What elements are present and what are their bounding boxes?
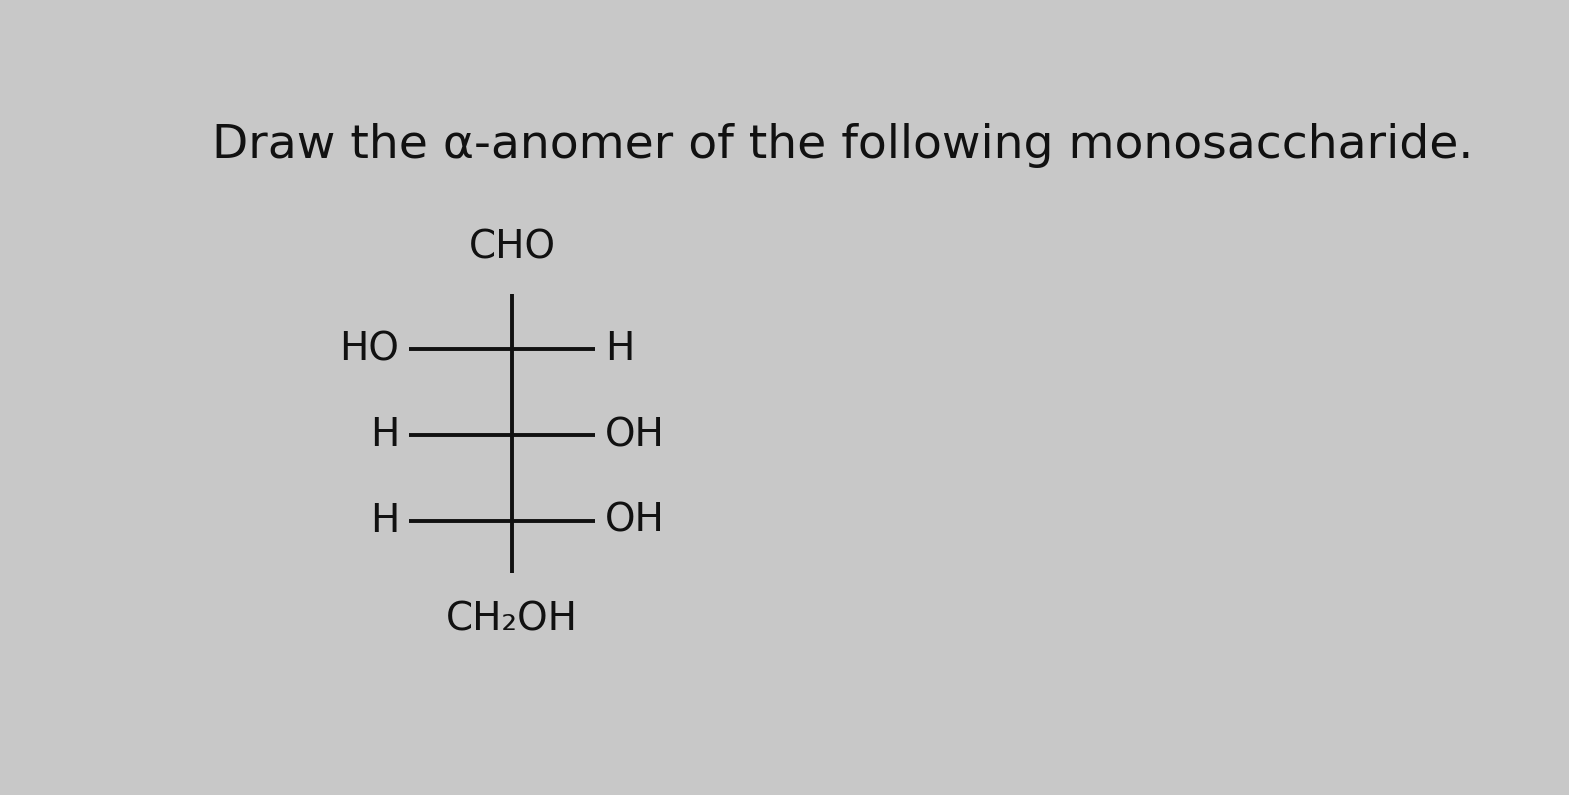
Text: Draw the α-anomer of the following monosaccharide.: Draw the α-anomer of the following monos…	[212, 123, 1473, 168]
Text: OH: OH	[604, 502, 665, 540]
Text: H: H	[370, 502, 399, 540]
Text: CHO: CHO	[469, 229, 555, 267]
Text: H: H	[604, 331, 634, 368]
Text: OH: OH	[604, 416, 665, 454]
Text: CH₂OH: CH₂OH	[446, 600, 579, 638]
Text: H: H	[370, 416, 399, 454]
Text: HO: HO	[339, 331, 399, 368]
